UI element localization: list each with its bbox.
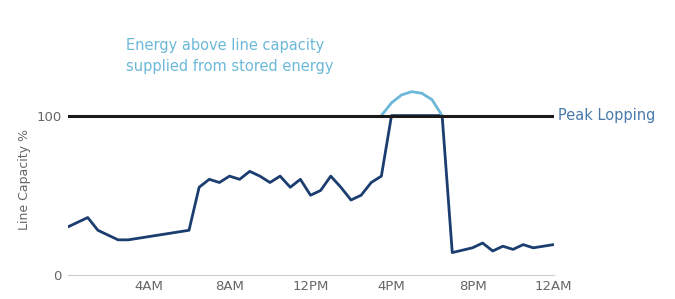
Y-axis label: Line Capacity %: Line Capacity % [18, 129, 31, 230]
Text: Energy above line capacity
supplied from stored energy: Energy above line capacity supplied from… [126, 38, 333, 74]
Text: Peak Lopping: Peak Lopping [558, 108, 655, 123]
